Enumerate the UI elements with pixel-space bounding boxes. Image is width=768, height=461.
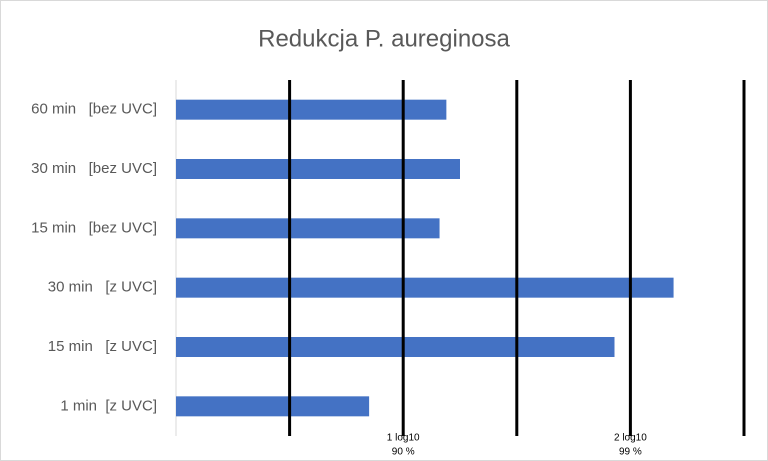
x-tick-label: 1 log10 <box>387 433 420 444</box>
chart-title: Redukcja P. aureginosa <box>258 25 510 52</box>
bar <box>176 218 440 239</box>
y-tick-label: 15 min [z UVC] <box>48 338 157 355</box>
bar <box>176 396 370 417</box>
x-tick-sublabel: 90 % <box>392 447 415 458</box>
x-tick-label: 2 log10 <box>614 433 647 444</box>
y-tick-label: 1 min [z UVC] <box>60 397 157 414</box>
y-tick-label: 30 min [bez UVC] <box>31 160 157 177</box>
x-tick-sublabel: 99 % <box>619 447 642 458</box>
y-tick-label: 60 min [bez UVC] <box>31 101 157 118</box>
y-tick-label: 30 min [z UVC] <box>48 279 157 296</box>
bar <box>176 99 447 120</box>
bar <box>176 159 460 179</box>
bar <box>176 277 674 298</box>
y-tick-label: 15 min [bez UVC] <box>31 219 157 236</box>
bar <box>176 337 615 357</box>
